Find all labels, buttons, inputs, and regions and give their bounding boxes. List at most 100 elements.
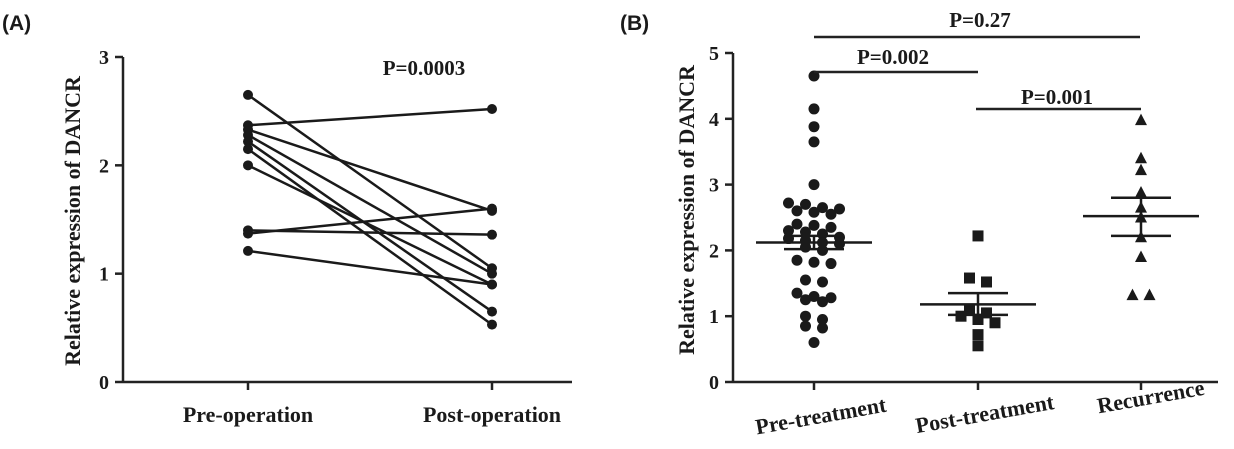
post-treatment-point xyxy=(981,307,992,319)
post-point xyxy=(487,203,497,214)
pre-treatment-point xyxy=(808,256,820,268)
post-treatment-point xyxy=(955,310,967,322)
panel-a-tag: (A) xyxy=(2,12,31,35)
pre-treatment-point xyxy=(808,136,820,148)
panel-a-y-axis-title: Relative expression of DANCR xyxy=(60,75,85,366)
pre-treatment-point xyxy=(817,322,828,334)
pre-point xyxy=(243,160,253,171)
pre-treatment-point xyxy=(834,203,845,215)
pre-treatment-point xyxy=(791,254,803,266)
pre-treatment-point xyxy=(817,244,828,256)
comparison-p-value: P=0.001 xyxy=(1021,85,1093,109)
panel-a-p-value: P=0.0003 xyxy=(383,56,466,80)
pre-treatment-point xyxy=(800,274,811,286)
panel-a: (A) Relative expression of DANCR 0 1 2 3 Pr… xyxy=(2,12,572,427)
post-point xyxy=(487,279,497,290)
pre-point xyxy=(243,144,253,155)
y-tick-label: 3 xyxy=(99,47,109,69)
panel-b-y-axis-title: Relative expression of DANCR xyxy=(674,64,699,355)
pre-treatment-point xyxy=(817,202,828,214)
y-tick-label: 3 xyxy=(709,175,719,197)
recurrence-point xyxy=(1135,185,1147,198)
y-tick-label: 5 xyxy=(709,43,719,65)
pair-line xyxy=(247,249,493,286)
pre-treatment-point xyxy=(817,276,828,288)
recurrence-point xyxy=(1135,151,1147,164)
pair-line xyxy=(247,164,493,286)
y-tick-label: 0 xyxy=(709,372,719,394)
recurrence-point xyxy=(1135,113,1147,126)
pre-treatment-point xyxy=(817,296,828,308)
panel-a-category-label: Pre-operation xyxy=(183,402,313,427)
panel-a-pair-lines xyxy=(247,93,493,326)
pre-point xyxy=(243,228,253,239)
y-tick-label: 2 xyxy=(99,155,109,177)
post-point xyxy=(487,104,497,114)
panel-b-mean-sem-bars xyxy=(756,196,1199,317)
pre-treatment-point xyxy=(791,205,803,217)
post-treatment-point xyxy=(972,329,984,341)
panel-b-tag: (B) xyxy=(620,12,649,35)
y-tick-label: 1 xyxy=(709,306,719,328)
pre-treatment-point xyxy=(808,206,820,218)
y-tick-label: 0 xyxy=(99,372,109,394)
pre-treatment-point xyxy=(791,287,803,299)
comparison-p-value: P=0.27 xyxy=(949,8,1011,32)
panel-b: (B) Relative expression of DANCR 012345 … xyxy=(620,8,1218,439)
panel-a-category-label: Post-operation xyxy=(423,402,561,427)
y-tick-label: 4 xyxy=(709,109,719,131)
panel-b-points xyxy=(783,70,1156,352)
panel-b-comparisons: P=0.27 P=0.002 P=0.001 xyxy=(814,8,1141,111)
pre-treatment-point xyxy=(800,310,811,322)
pre-treatment-point xyxy=(800,198,811,210)
panel-a-y-ticks: 0 1 2 3 xyxy=(99,47,494,394)
post-point xyxy=(487,268,497,279)
pre-treatment-point xyxy=(825,258,837,270)
recurrence-point xyxy=(1126,288,1139,301)
post-treatment-point xyxy=(972,340,984,352)
panel-b-x-ticks xyxy=(812,382,1143,390)
panel-b-category-label: Pre-treatment xyxy=(753,392,888,440)
pre-treatment-point xyxy=(808,337,820,349)
pre-treatment-point xyxy=(800,320,811,332)
pre-treatment-point xyxy=(825,208,837,220)
pair-line xyxy=(247,93,493,270)
y-tick-label: 1 xyxy=(99,264,109,286)
pre-point xyxy=(243,245,253,256)
pre-treatment-point xyxy=(808,121,820,133)
pre-treatment-point xyxy=(817,313,828,325)
pre-treatment-point xyxy=(783,225,794,237)
pre-treatment-point xyxy=(825,221,837,233)
pre-treatment-point xyxy=(808,70,820,82)
pre-treatment-point xyxy=(808,219,820,231)
post-treatment-point xyxy=(981,276,992,288)
panel-b-category-labels: Pre-treatment Post-treatment Recurrence xyxy=(753,375,1206,440)
pair-line xyxy=(247,133,493,275)
y-tick-label: 2 xyxy=(709,240,719,262)
pre-treatment-point xyxy=(808,290,820,302)
pair-line xyxy=(247,140,493,313)
pre-point xyxy=(243,89,253,100)
pre-treatment-point xyxy=(825,292,837,304)
post-treatment-point xyxy=(972,313,984,325)
post-treatment-point xyxy=(964,272,975,284)
pair-line xyxy=(247,128,493,213)
pair-line xyxy=(247,107,493,127)
pre-point xyxy=(243,136,253,147)
panel-b-category-label: Post-treatment xyxy=(914,389,1057,438)
pre-treatment-point xyxy=(808,179,820,191)
post-treatment-point xyxy=(972,230,984,242)
pair-line xyxy=(247,148,493,326)
pair-line xyxy=(247,207,493,235)
post-treatment-point xyxy=(989,317,1001,329)
panel-b-y-ticks: 0 1 2 3 4 5 xyxy=(709,43,733,394)
pre-treatment-point xyxy=(808,103,820,115)
panel-a-points xyxy=(243,89,497,330)
pre-treatment-point xyxy=(834,238,845,250)
recurrence-point xyxy=(1143,288,1156,301)
post-point xyxy=(487,229,497,240)
pair-line xyxy=(247,229,493,236)
post-point xyxy=(487,319,497,330)
recurrence-point xyxy=(1135,250,1147,262)
